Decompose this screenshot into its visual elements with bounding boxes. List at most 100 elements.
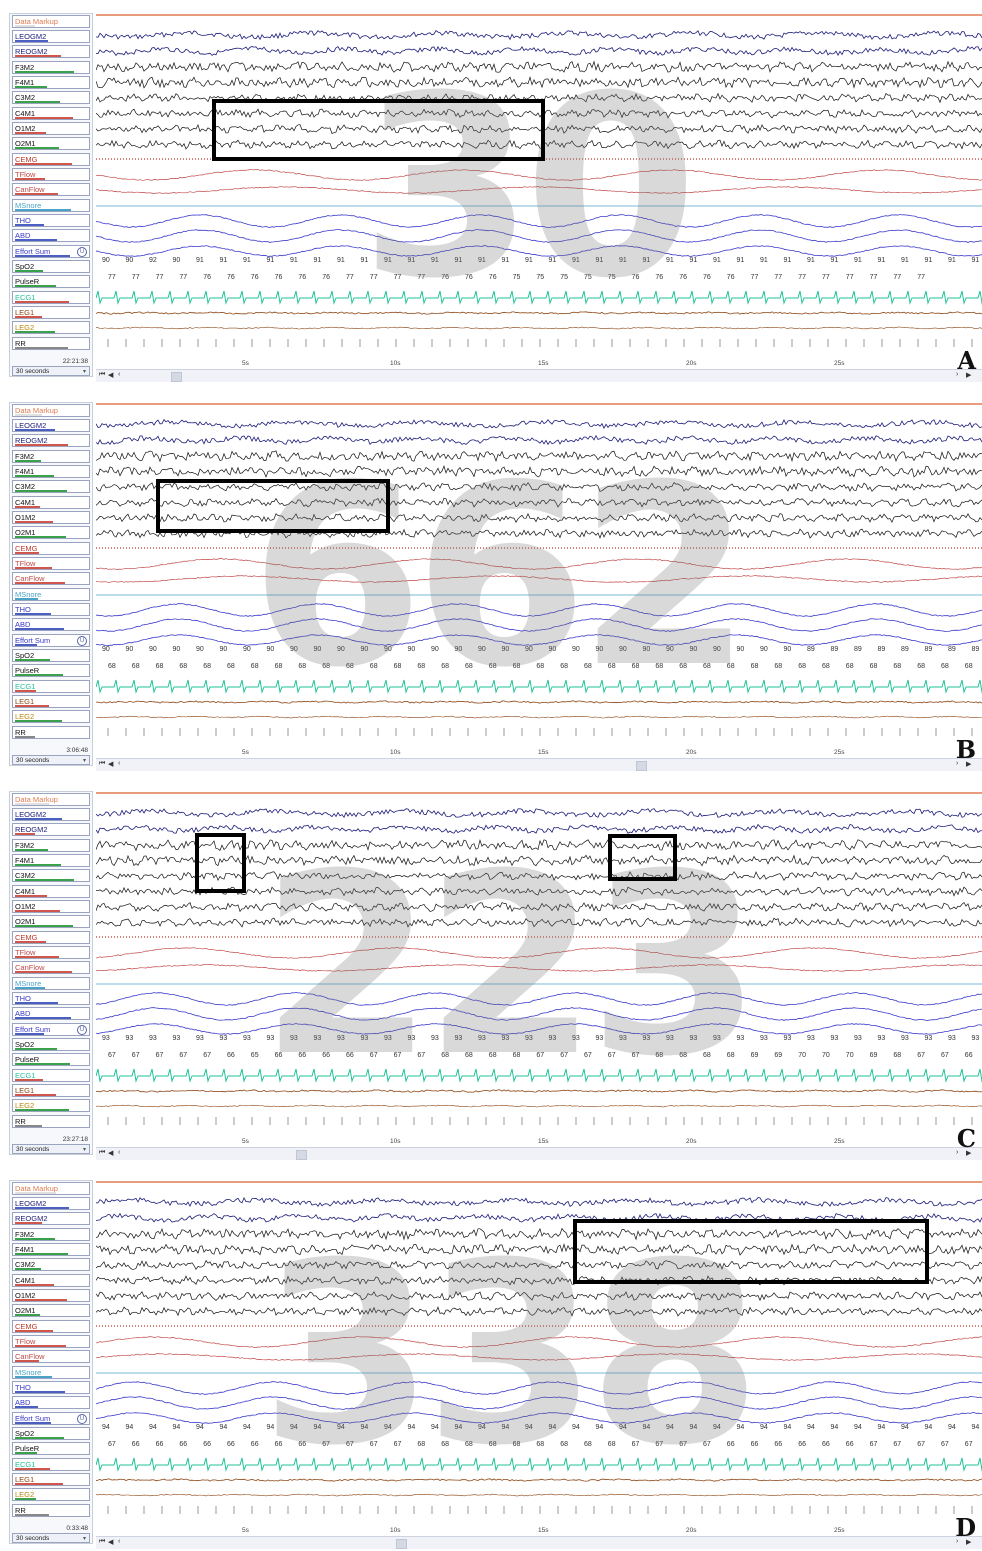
- channel-label-ecg1[interactable]: ECG1: [12, 291, 90, 304]
- step-forward-icon[interactable]: ›: [956, 1149, 959, 1156]
- channel-label-tflow[interactable]: TFlow: [12, 168, 90, 181]
- channel-label-cemg[interactable]: CEMG: [12, 542, 90, 555]
- timeline-scrollbar[interactable]: ⏮ ◀ ‹ › ▶: [96, 1147, 982, 1160]
- channel-label-tho[interactable]: THO: [12, 1381, 90, 1394]
- channel-label-o2m1[interactable]: O2M1: [12, 1304, 90, 1317]
- epoch-duration-select[interactable]: 30 seconds ▾: [12, 755, 90, 765]
- effort-sum-toggle-icon[interactable]: U: [77, 247, 87, 257]
- channel-label-reogm2[interactable]: REOGM2: [12, 823, 90, 836]
- epoch-duration-select[interactable]: 30 seconds ▾: [12, 1533, 90, 1543]
- scroll-thumb[interactable]: [171, 372, 182, 382]
- channel-label-spo2[interactable]: SpO2: [12, 649, 90, 662]
- channel-label-c3m2[interactable]: C3M2: [12, 1258, 90, 1271]
- channel-label-leogm2[interactable]: LEOGM2: [12, 30, 90, 43]
- first-page-icon[interactable]: ⏮: [99, 1538, 106, 1545]
- channel-label-canflow[interactable]: CanFlow: [12, 961, 90, 974]
- channel-label-leg2[interactable]: LEG2: [12, 710, 90, 723]
- channel-label-ecg1[interactable]: ECG1: [12, 1458, 90, 1471]
- channel-label-leg2[interactable]: LEG2: [12, 1099, 90, 1112]
- channel-label-c3m2[interactable]: C3M2: [12, 91, 90, 104]
- channel-label-ecg1[interactable]: ECG1: [12, 680, 90, 693]
- channel-label-o1m2[interactable]: O1M2: [12, 900, 90, 913]
- channel-label-effort-sum[interactable]: Effort Sum U: [12, 634, 90, 647]
- channel-label-canflow[interactable]: CanFlow: [12, 572, 90, 585]
- channel-label-data-markup[interactable]: Data Markup: [12, 793, 90, 806]
- channel-label-o1m2[interactable]: O1M2: [12, 1289, 90, 1302]
- channel-label-o2m1[interactable]: O2M1: [12, 137, 90, 150]
- timeline-scrollbar[interactable]: ⏮ ◀ ‹ › ▶: [96, 369, 982, 382]
- step-back-icon[interactable]: ‹: [118, 371, 121, 378]
- channel-label-ecg1[interactable]: ECG1: [12, 1069, 90, 1082]
- channel-label-leg2[interactable]: LEG2: [12, 1488, 90, 1501]
- step-forward-icon[interactable]: ›: [956, 760, 959, 767]
- channel-label-o2m1[interactable]: O2M1: [12, 915, 90, 928]
- channel-label-o1m2[interactable]: O1M2: [12, 122, 90, 135]
- channel-label-msnore[interactable]: MSnore: [12, 588, 90, 601]
- channel-label-f3m2[interactable]: F3M2: [12, 61, 90, 74]
- step-back-icon[interactable]: ‹: [118, 1149, 121, 1156]
- scroll-thumb[interactable]: [636, 761, 647, 771]
- previous-page-icon[interactable]: ◀: [108, 1150, 114, 1157]
- channel-label-f4m1[interactable]: F4M1: [12, 1243, 90, 1256]
- channel-label-spo2[interactable]: SpO2: [12, 260, 90, 273]
- channel-label-data-markup[interactable]: Data Markup: [12, 1182, 90, 1195]
- channel-label-o1m2[interactable]: O1M2: [12, 511, 90, 524]
- channel-label-msnore[interactable]: MSnore: [12, 1366, 90, 1379]
- channel-label-pulser[interactable]: PulseR: [12, 275, 90, 288]
- channel-label-f4m1[interactable]: F4M1: [12, 854, 90, 867]
- next-page-icon[interactable]: ▶: [966, 1150, 972, 1157]
- channel-label-pulser[interactable]: PulseR: [12, 1053, 90, 1066]
- channel-label-tho[interactable]: THO: [12, 214, 90, 227]
- channel-label-abd[interactable]: ABD: [12, 1396, 90, 1409]
- channel-label-data-markup[interactable]: Data Markup: [12, 15, 90, 28]
- step-forward-icon[interactable]: ›: [956, 371, 959, 378]
- channel-label-tflow[interactable]: TFlow: [12, 1335, 90, 1348]
- channel-label-effort-sum[interactable]: Effort Sum U: [12, 1023, 90, 1036]
- channel-label-cemg[interactable]: CEMG: [12, 1320, 90, 1333]
- channel-label-leogm2[interactable]: LEOGM2: [12, 808, 90, 821]
- previous-page-icon[interactable]: ◀: [108, 372, 114, 379]
- channel-label-f4m1[interactable]: F4M1: [12, 465, 90, 478]
- channel-label-c4m1[interactable]: C4M1: [12, 885, 90, 898]
- channel-label-effort-sum[interactable]: Effort Sum U: [12, 1412, 90, 1425]
- epoch-duration-select[interactable]: 30 seconds ▾: [12, 366, 90, 376]
- channel-label-tho[interactable]: THO: [12, 992, 90, 1005]
- first-page-icon[interactable]: ⏮: [99, 760, 106, 767]
- scroll-thumb[interactable]: [296, 1150, 307, 1160]
- channel-label-c3m2[interactable]: C3M2: [12, 480, 90, 493]
- channel-label-msnore[interactable]: MSnore: [12, 977, 90, 990]
- channel-label-leg1[interactable]: LEG1: [12, 1473, 90, 1486]
- previous-page-icon[interactable]: ◀: [108, 761, 114, 768]
- channel-label-leg2[interactable]: LEG2: [12, 321, 90, 334]
- timeline-scrollbar[interactable]: ⏮ ◀ ‹ › ▶: [96, 1536, 982, 1549]
- next-page-icon[interactable]: ▶: [966, 761, 972, 768]
- channel-label-c4m1[interactable]: C4M1: [12, 1274, 90, 1287]
- channel-label-f3m2[interactable]: F3M2: [12, 450, 90, 463]
- channel-label-leogm2[interactable]: LEOGM2: [12, 419, 90, 432]
- channel-label-leg1[interactable]: LEG1: [12, 695, 90, 708]
- channel-label-cemg[interactable]: CEMG: [12, 931, 90, 944]
- epoch-duration-select[interactable]: 30 seconds ▾: [12, 1144, 90, 1154]
- channel-label-abd[interactable]: ABD: [12, 618, 90, 631]
- channel-label-reogm2[interactable]: REOGM2: [12, 1212, 90, 1225]
- channel-label-reogm2[interactable]: REOGM2: [12, 45, 90, 58]
- channel-label-canflow[interactable]: CanFlow: [12, 1350, 90, 1363]
- effort-sum-toggle-icon[interactable]: U: [77, 1414, 87, 1424]
- channel-label-rr[interactable]: RR: [12, 726, 90, 739]
- channel-label-f3m2[interactable]: F3M2: [12, 839, 90, 852]
- channel-label-tflow[interactable]: TFlow: [12, 557, 90, 570]
- channel-label-abd[interactable]: ABD: [12, 229, 90, 242]
- channel-label-spo2[interactable]: SpO2: [12, 1427, 90, 1440]
- channel-label-tflow[interactable]: TFlow: [12, 946, 90, 959]
- channel-label-pulser[interactable]: PulseR: [12, 1442, 90, 1455]
- effort-sum-toggle-icon[interactable]: U: [77, 636, 87, 646]
- channel-label-leg1[interactable]: LEG1: [12, 1084, 90, 1097]
- step-forward-icon[interactable]: ›: [956, 1538, 959, 1545]
- channel-label-c4m1[interactable]: C4M1: [12, 496, 90, 509]
- channel-label-rr[interactable]: RR: [12, 1504, 90, 1517]
- channel-label-c4m1[interactable]: C4M1: [12, 107, 90, 120]
- channel-label-reogm2[interactable]: REOGM2: [12, 434, 90, 447]
- channel-label-pulser[interactable]: PulseR: [12, 664, 90, 677]
- channel-label-spo2[interactable]: SpO2: [12, 1038, 90, 1051]
- previous-page-icon[interactable]: ◀: [108, 1539, 114, 1546]
